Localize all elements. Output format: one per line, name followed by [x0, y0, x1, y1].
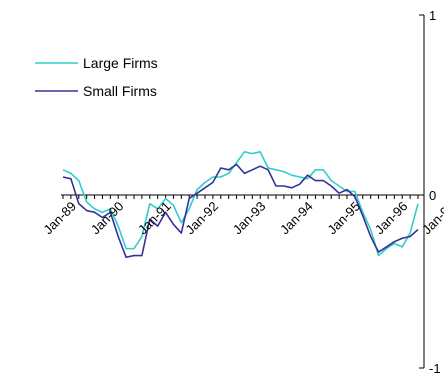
x-tick-label: Jan-95 [324, 199, 363, 238]
y-tick-label: 1 [429, 8, 436, 23]
x-tick-label: Jan-96 [372, 199, 411, 238]
x-tick-label: Jan-94 [277, 199, 316, 238]
x-tick-label: Jan-93 [230, 199, 269, 238]
y-tick-label: 0 [429, 188, 436, 203]
legend-label: Large Firms [83, 55, 158, 71]
series-line-large-firms [62, 151, 419, 257]
x-tick-label: Jan-97 [419, 199, 444, 238]
legend-label: Small Firms [83, 83, 157, 99]
y-tick-label: -1 [429, 361, 441, 376]
axes [61, 14, 425, 369]
x-tick-label: Jan-89 [40, 199, 79, 238]
series-line-small-firms [62, 163, 419, 259]
series-group [62, 151, 419, 259]
legend: Large Firms Small Firms [35, 55, 158, 99]
x-tick-label: Jan-91 [135, 199, 174, 238]
